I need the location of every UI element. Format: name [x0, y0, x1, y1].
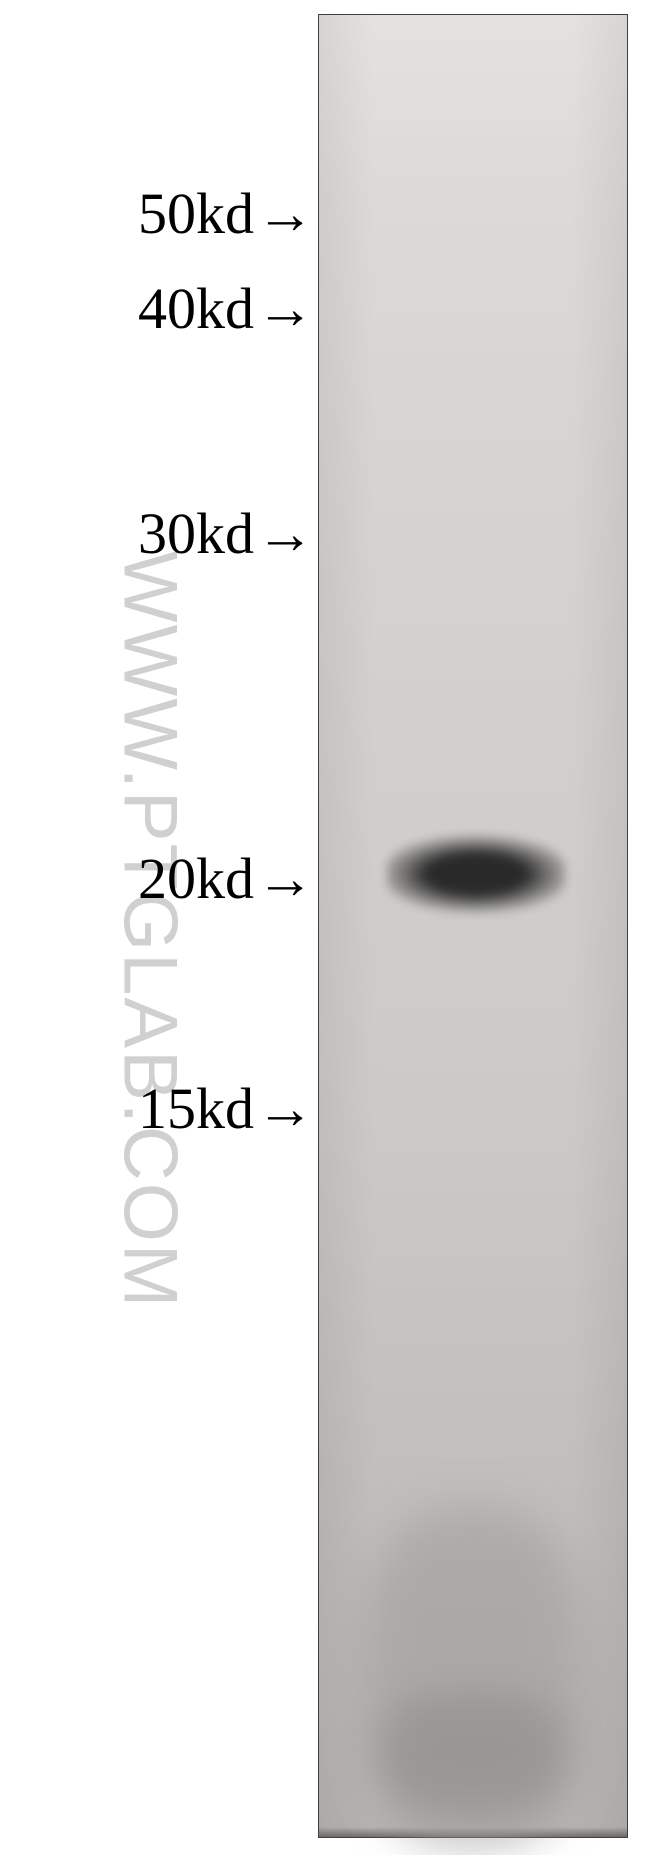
marker-label: 20kd→	[138, 845, 314, 912]
blot-band	[387, 835, 566, 913]
blot-lane	[318, 14, 628, 1838]
marker-text: 30kd	[138, 500, 254, 567]
marker-label: 50kd→	[138, 180, 314, 247]
arrow-right-icon: →	[256, 1075, 314, 1142]
marker-label: 15kd→	[138, 1075, 314, 1142]
marker-text: 20kd	[138, 845, 254, 912]
arrow-right-icon: →	[256, 275, 314, 342]
blot-smear	[381, 1691, 566, 1811]
arrow-right-icon: →	[256, 845, 314, 912]
marker-label: 30kd→	[138, 500, 314, 567]
watermark-label: WWW.PTGLAB.COM	[108, 551, 193, 1309]
arrow-right-icon: →	[256, 500, 314, 567]
marker-text: 40kd	[138, 275, 254, 342]
marker-text: 50kd	[138, 180, 254, 247]
arrow-right-icon: →	[256, 180, 314, 247]
marker-label: 40kd→	[138, 275, 314, 342]
watermark-text: WWW.PTGLAB.COM	[107, 551, 194, 1309]
marker-text: 15kd	[138, 1075, 254, 1142]
